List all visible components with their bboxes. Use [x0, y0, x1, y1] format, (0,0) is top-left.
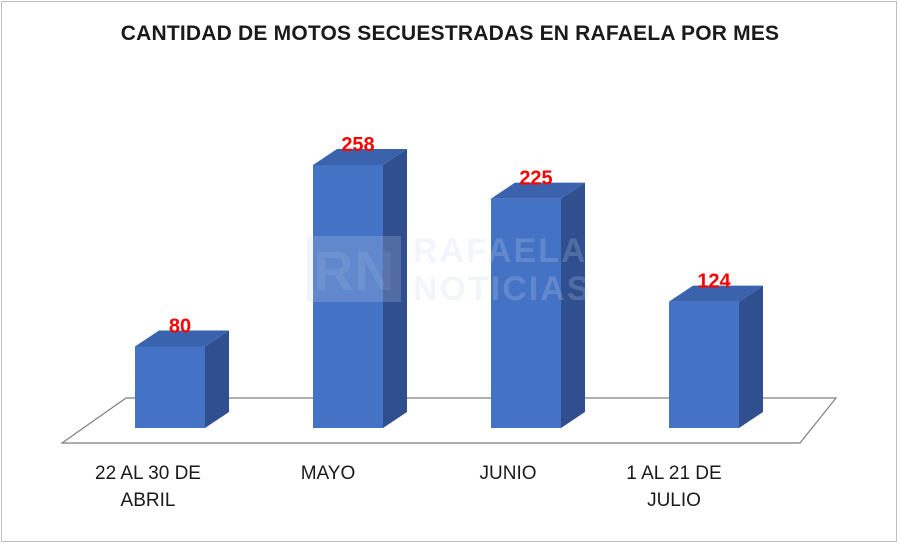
bar-2: 258	[313, 134, 407, 428]
bar-side	[561, 182, 585, 428]
chart-title: CANTIDAD DE MOTOS SECUESTRADAS EN RAFAEL…	[120, 22, 780, 45]
bar-side	[739, 285, 763, 428]
bar-front	[313, 165, 383, 428]
category-label: 22 AL 30 DE ABRIL	[95, 463, 201, 511]
bar-3: 225	[491, 168, 585, 428]
data-label: 258	[341, 134, 374, 156]
bar-top	[491, 182, 585, 199]
bar-group: 80 258 225 124	[135, 134, 763, 428]
bar-front	[491, 198, 561, 428]
category-label: MAYO	[300, 463, 356, 484]
bar-top	[313, 149, 407, 165]
bar-side	[383, 149, 407, 428]
bar-side	[205, 330, 229, 428]
category-label: JUNIO	[479, 463, 537, 484]
bar-4: 124	[669, 271, 763, 428]
chart-floor	[60, 397, 838, 444]
bar-top	[135, 330, 229, 347]
data-label: 124	[697, 271, 731, 293]
bar-front	[669, 301, 739, 428]
bar-top	[669, 285, 763, 302]
data-label: 80	[169, 315, 191, 337]
bar-front	[135, 346, 205, 428]
data-label: 225	[519, 168, 552, 190]
bar-1: 80	[135, 315, 229, 428]
category-label: 1 AL 21 DE JULIO	[626, 463, 722, 511]
